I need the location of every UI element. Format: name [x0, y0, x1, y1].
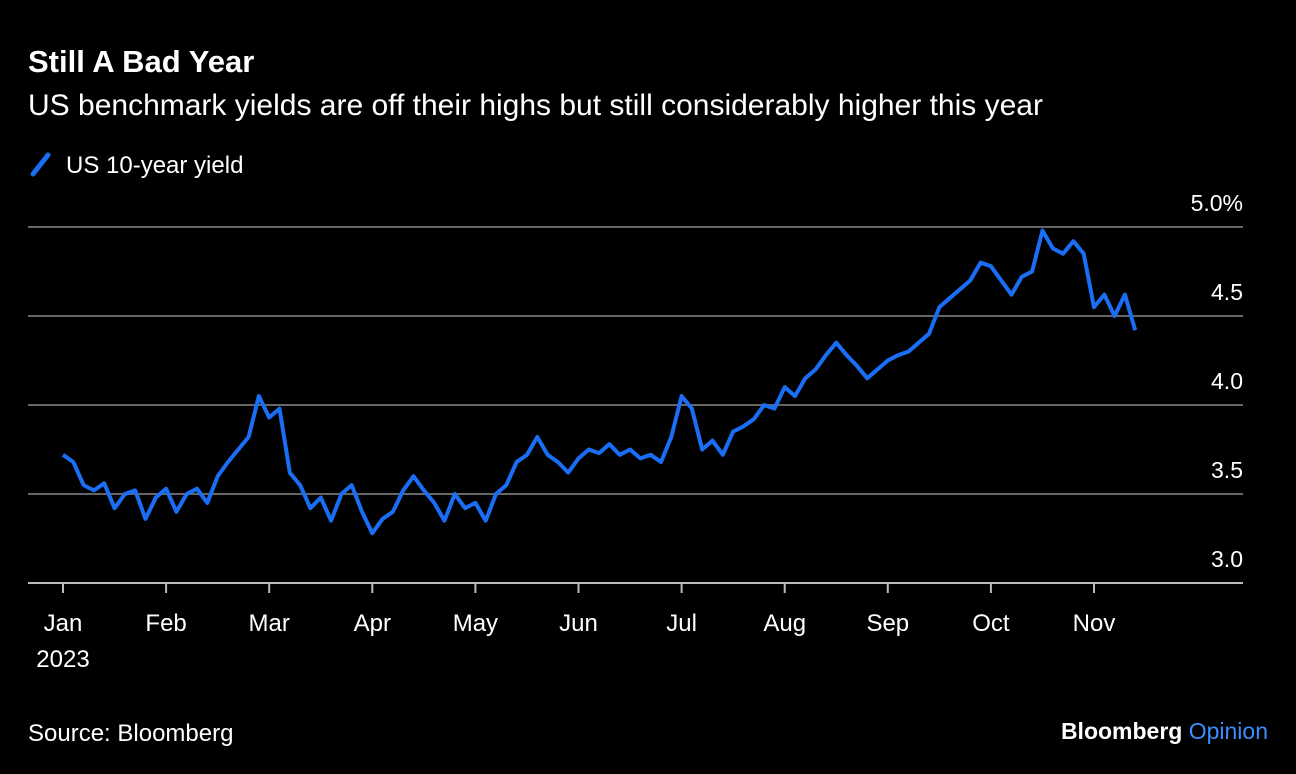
legend-label: US 10-year yield — [66, 152, 243, 179]
x-tick-label: May — [453, 610, 498, 637]
y-tick-label: 5.0% — [1191, 190, 1243, 216]
x-tick-label: Aug — [763, 610, 806, 637]
y-tick-label: 4.0 — [1211, 368, 1243, 394]
brand-suffix: Opinion — [1189, 718, 1268, 744]
brand-name: Bloomberg — [1061, 718, 1182, 744]
series-line — [61, 228, 1138, 536]
x-tick-label: Oct — [972, 610, 1010, 637]
y-tick-label: 3.0 — [1211, 546, 1243, 572]
x-tick-label: Jul — [666, 610, 697, 637]
x-tick-label: Apr — [354, 610, 391, 637]
y-tick-label: 4.5 — [1211, 279, 1243, 305]
source: Source: Bloomberg — [28, 720, 233, 747]
chart-title: Still A Bad Year — [28, 44, 254, 79]
x-tick-label: Jan — [44, 610, 83, 637]
x-year-label: 2023 — [36, 646, 89, 673]
legend-swatch — [30, 152, 51, 177]
x-tick-label: Sep — [866, 610, 909, 637]
x-tick-label: Mar — [249, 610, 290, 637]
y-tick-label: 3.5 — [1211, 457, 1243, 483]
x-tick-label: Jun — [559, 610, 598, 637]
chart-subtitle: US benchmark yields are off their highs … — [28, 89, 1043, 122]
x-tick-label: Feb — [145, 610, 186, 637]
brand: Bloomberg Opinion — [1061, 718, 1268, 744]
x-tick-label: Nov — [1073, 610, 1116, 637]
